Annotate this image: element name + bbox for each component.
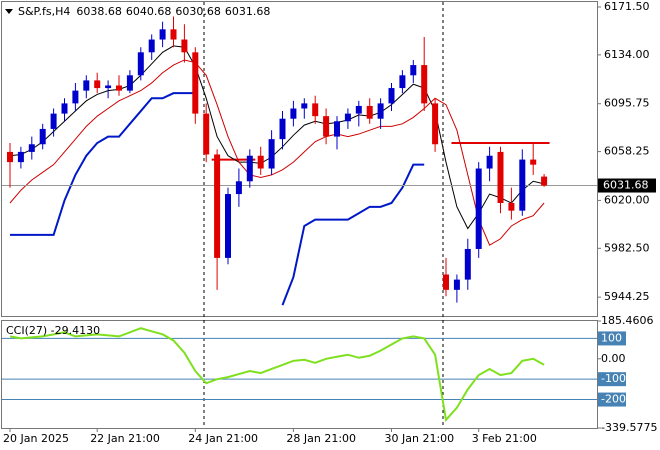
current-price-box [598,178,656,193]
candle-body [388,88,395,104]
candle-body [312,103,319,117]
candle-body [475,168,482,249]
x-tick-label: 20 Jan 2025 [3,432,69,445]
candle-body [541,176,548,186]
candle-body [453,279,460,290]
x-tick-label: 22 Jan 21:00 [90,432,160,445]
candle-body [301,103,308,109]
cci-tick-label: -200 [601,393,626,406]
candle-body [170,29,177,40]
candle-body [334,121,340,137]
low: 6030.68 [175,5,221,18]
chart-header: S&P.fs,H4 6038.68 6040.68 6030.68 6031.68 [18,5,270,18]
candle-body [137,52,144,76]
candle-body [235,181,242,195]
menu-triangle [5,9,13,14]
candle-body [366,105,373,119]
candle-body [72,90,79,104]
candle-body [28,144,35,152]
cci-tick-box [598,372,626,387]
candle-body [399,75,406,89]
candle-body [464,248,471,280]
x-tick-label: 30 Jan 21:00 [385,432,455,445]
candle-body [17,151,24,163]
candle-body [410,65,417,76]
candle-body [508,202,515,211]
candle-body [225,194,231,258]
cci-tick-label: 100 [601,331,622,344]
candle-body [377,103,384,119]
candle-body [257,155,264,169]
symbol: S&P.fs,H4 [18,5,70,18]
candle-body [39,128,46,145]
candle-body [432,103,439,145]
candle-body [94,80,101,89]
y-tick-label: 5982.50 [604,241,650,254]
y-tick-label: 6095.75 [604,97,650,110]
candle-body [355,105,362,114]
candle-body [497,151,504,203]
candle-body [7,151,13,163]
candle-body [159,29,166,40]
indicator-line [9,45,545,230]
cci-line [9,327,545,423]
candle-body [344,113,351,122]
x-tick-label: 3 Feb 21:00 [472,432,537,445]
candle-body [443,274,449,290]
candle-body [268,139,275,169]
candle-body [181,39,188,53]
cci-tick-box [598,331,626,346]
x-tick-label: 28 Jan 21:00 [286,432,356,445]
candle-body [116,85,122,91]
y-tick-label: 6020.00 [604,193,650,206]
cci-tick-label: -339.5775 [601,421,657,434]
candle-body [203,113,210,155]
cci-tick-label: 0.00 [601,352,626,365]
y-tick-label: 6058.25 [604,145,650,158]
candle-body [290,108,297,119]
cci-tick-label: -100 [601,372,626,385]
candle-body [83,80,90,91]
high: 6040.68 [126,5,172,18]
candle-body [530,159,537,165]
candle-body [421,65,428,104]
open: 6038.68 [76,5,122,18]
candle-body [486,155,493,169]
candle-body [214,154,221,258]
y-tick-label: 6171.50 [604,0,650,13]
main-panel-frame [1,1,598,317]
candle-body [192,52,199,114]
cci-tick-box [598,392,626,407]
indicator-line [9,59,545,246]
candle-body [279,118,286,140]
candle-body [519,159,526,211]
cci-tick-label: 185.4606 [601,314,654,327]
candle-body [148,39,155,53]
cci-panel-frame [1,320,598,429]
candle-body [50,113,57,129]
x-tick-label: 24 Jan 21:00 [188,432,258,445]
indicator-line [10,92,425,306]
candle-body [323,116,330,137]
candle-body [126,75,133,91]
current-price-label: 6031.68 [603,179,649,192]
y-tick-label: 5944.25 [604,290,650,303]
close: 6031.68 [225,5,271,18]
candle-body [105,85,112,89]
cci-label: CCI(27) -29.4130 [6,324,100,337]
candle-body [246,155,253,182]
candle-body [61,103,68,114]
y-tick-label: 6134.00 [604,48,650,61]
